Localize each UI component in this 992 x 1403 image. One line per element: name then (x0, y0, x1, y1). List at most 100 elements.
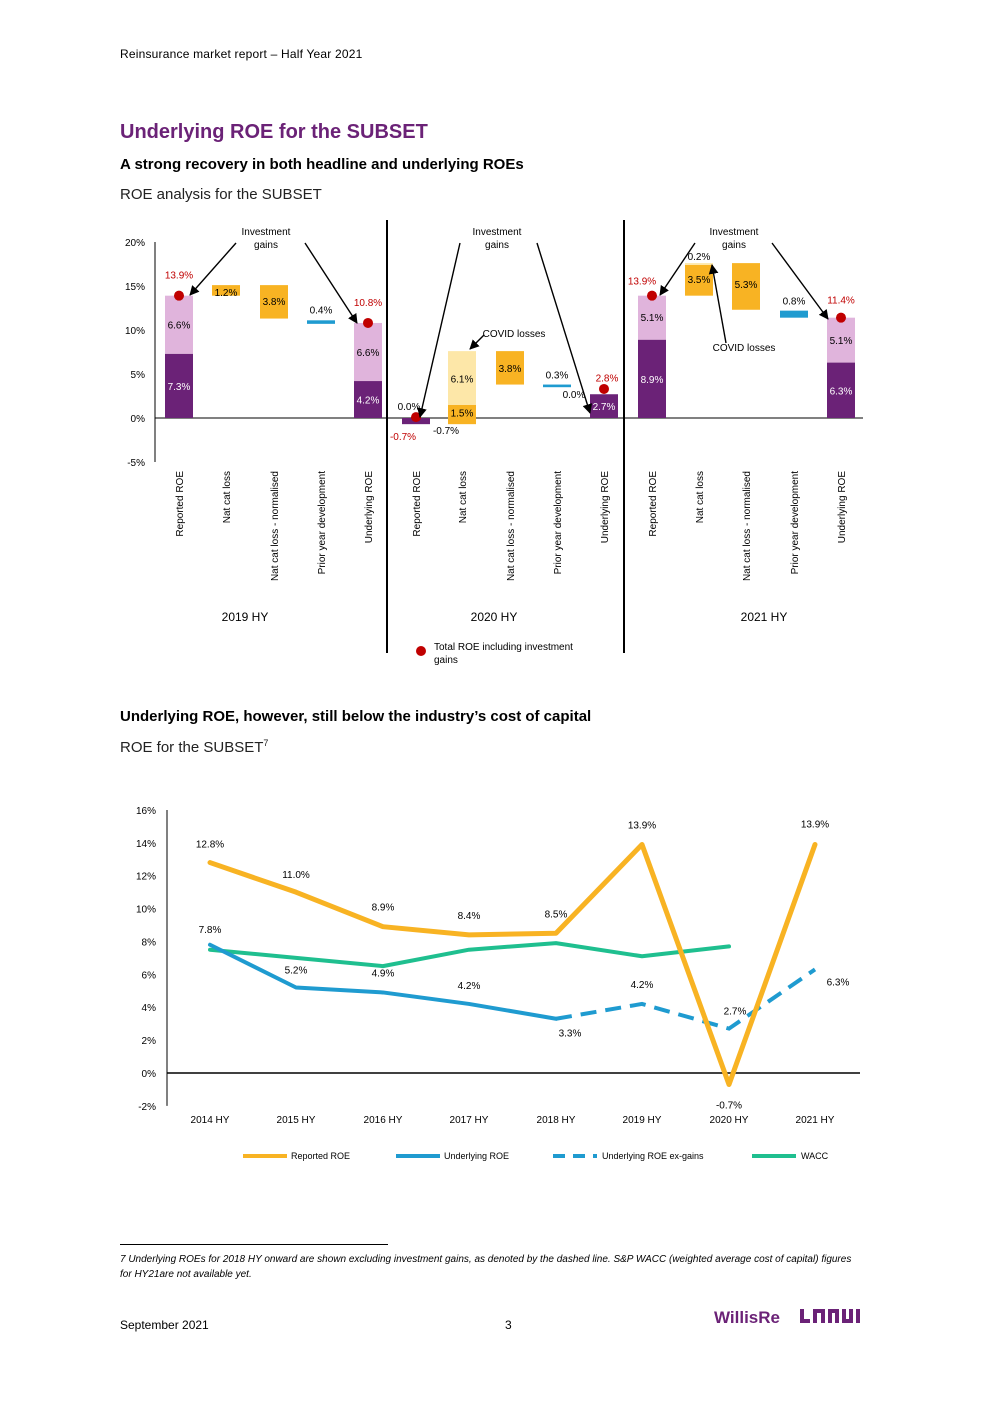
wf-label-2020-pyd: 0.3% (546, 371, 569, 382)
wf-category-label: Reported ROE (175, 471, 186, 537)
wf-label-2020-natcat-norm: 3.8% (499, 364, 522, 375)
wf-arrow-2020-left (417, 242, 461, 418)
lc-label-reported: 11.0% (282, 870, 310, 881)
wf-covid-label-2021: COVID losses (713, 343, 776, 354)
wf-annotation-2021-l1: Investment (710, 227, 759, 238)
wf-y-tick: 15% (125, 282, 145, 293)
logo-text: WillisRe (714, 1308, 780, 1327)
wf-bar-2019-reported-base (165, 353, 193, 418)
lc-x-tick: 2020 HY (710, 1115, 749, 1126)
lc-y-tick: 4% (142, 1003, 157, 1014)
lc-label-underlying: 7.8% (199, 925, 222, 936)
wf-label-2019-pyd: 0.4% (310, 305, 333, 316)
lc-label-ex-gains: 6.3% (827, 977, 850, 988)
wf-label-2019-underlying-total: 10.8% (354, 298, 382, 309)
line-chart: 16% 14% 12% 10% 8% 6% 4% 2% 0% -2% 2014 HY 2015 HY 2… (136, 806, 860, 1161)
wf-category-label: Nat cat loss (222, 471, 233, 523)
footnote: 7 Underlying ROEs for 2018 HY onward are… (120, 1254, 852, 1280)
wf-label-2020-underlying-base: 2.7% (593, 402, 616, 413)
wf-label-2021-reported-total: 13.9% (628, 277, 656, 288)
wf-category-label: Nat cat loss - normalised (742, 471, 753, 581)
wf-annotation-2019-l2: gains (254, 240, 278, 251)
wf-group-label: 2021 HY (741, 610, 788, 624)
wf-y-tick: 0% (131, 414, 146, 425)
wf-label-2019-natcat-norm: 3.8% (263, 297, 286, 308)
wf-covid-label-2020: COVID losses (483, 329, 546, 340)
wf-arrow-2020-right (536, 242, 593, 414)
wf-dot-2020-reported (411, 412, 421, 423)
wf-label-2021-natcat-norm: 5.3% (735, 280, 758, 291)
wf-arrow-2021-right (771, 242, 829, 320)
lc-x-tick: 2021 HY (796, 1115, 835, 1126)
lc-series-reported (207, 841, 818, 1088)
wf-label-2019-reported-base: 7.3% (168, 382, 191, 393)
wf-category-label: Prior year development (553, 471, 564, 575)
wf-label-2021-reported-base: 8.9% (641, 375, 664, 386)
wf-category-label: Prior year development (790, 471, 801, 575)
wf-category-label: Reported ROE (412, 471, 423, 537)
wf-arrow-2020-covid (469, 334, 485, 350)
wf-label-2021-underlying-total: 11.4% (827, 296, 855, 307)
wf-label-2020-reported-base: -0.7% (390, 432, 416, 443)
wf-legend-dot (416, 646, 426, 656)
subtitle-1: A strong recovery in both headline and u… (120, 156, 524, 173)
lc-label-ex-gains: 4.2% (631, 980, 654, 991)
wf-annotation-2020-l2: gains (485, 240, 509, 251)
lc-y-tick: 10% (136, 905, 156, 916)
wf-category-label: Underlying ROE (600, 471, 611, 544)
wf-category-label: Nat cat loss (695, 471, 706, 523)
lc-y-tick: -2% (138, 1102, 156, 1113)
wf-bar-2019-natcat-norm (260, 285, 288, 319)
lc-label-reported: 8.4% (458, 911, 481, 922)
lc-label-reported: 13.9% (801, 819, 829, 830)
wf-bar-2019-reported-gains (165, 295, 193, 354)
lc-x-tick: 2014 HY (191, 1115, 230, 1126)
footnote-ref: 7 (263, 738, 269, 748)
lc-label-reported: -0.7% (716, 1101, 742, 1112)
wf-bar-2020-pyd (543, 384, 571, 388)
wf-arrow-2021-covid (708, 264, 727, 344)
wf-label-2021-natcat: 3.5% (688, 275, 711, 286)
lc-series-underlying-ex-gains (555, 967, 817, 1031)
lc-y-tick: 14% (136, 839, 156, 850)
lc-series-underlying (208, 942, 558, 1021)
lc-label-reported: 8.5% (545, 909, 568, 920)
wf-bar-2021-underlying-gains (827, 317, 855, 363)
lc-label-underlying: 4.9% (372, 968, 395, 979)
report-header: Reinsurance market report – Half Year 20… (120, 47, 363, 61)
wf-arrow-2019-left (189, 242, 237, 296)
wf-annotation-2019-l1: Investment (242, 227, 291, 238)
wf-annotation-2021-l2: gains (722, 240, 746, 251)
wf-bar-2021-natcat-norm (732, 263, 760, 310)
wf-label-2019-underlying-base: 4.2% (357, 396, 380, 407)
lc-label-ex-gains: 2.7% (724, 1007, 747, 1018)
wf-label-2020-natcat: 1.5% (451, 409, 474, 420)
wf-category-label: Reported ROE (648, 471, 659, 537)
wf-label-2020-covid: 6.1% (451, 374, 474, 385)
lc-y-tick: 12% (136, 872, 156, 883)
wf-dot-2019-underlying (363, 317, 373, 328)
wf-category-label: Nat cat loss - normalised (270, 471, 281, 581)
wf-label-2020-reported-gains: 0.0% (398, 402, 421, 413)
wf-legend-text-l2: gains (434, 655, 458, 666)
lc-legend-wacc-label: WACC (801, 1151, 829, 1161)
wf-label-2020-underlying-gains: 0.0% (563, 390, 586, 401)
wf-bar-2021-reported-gains (638, 295, 666, 340)
wf-bar-2019-underlying-base (354, 381, 382, 418)
wf-bar-2021-reported-base (638, 339, 666, 418)
wf-label-2020-reported-total: -0.7% (433, 426, 459, 437)
wf-y-tick: 10% (125, 326, 145, 337)
wf-bar-2021-underlying-base (827, 362, 855, 418)
wf-bar-2021-pyd (780, 310, 808, 318)
wf-bar-2019-natcat (212, 285, 240, 296)
lc-x-tick: 2017 HY (450, 1115, 489, 1126)
wf-category-label: Prior year development (317, 471, 328, 575)
caption-1: ROE analysis for the SUBSET (120, 186, 322, 203)
wf-bar-2020-natcat-norm (496, 351, 524, 385)
lc-legend-reported-label: Reported ROE (291, 1151, 350, 1161)
lc-x-tick: 2018 HY (537, 1115, 576, 1126)
page-number: 3 (505, 1318, 512, 1332)
wf-label-2021-reported-gains: 5.1% (641, 313, 664, 324)
section-title: Underlying ROE for the SUBSET (120, 121, 428, 143)
lc-legend-underlying-label: Underlying ROE (444, 1151, 509, 1161)
